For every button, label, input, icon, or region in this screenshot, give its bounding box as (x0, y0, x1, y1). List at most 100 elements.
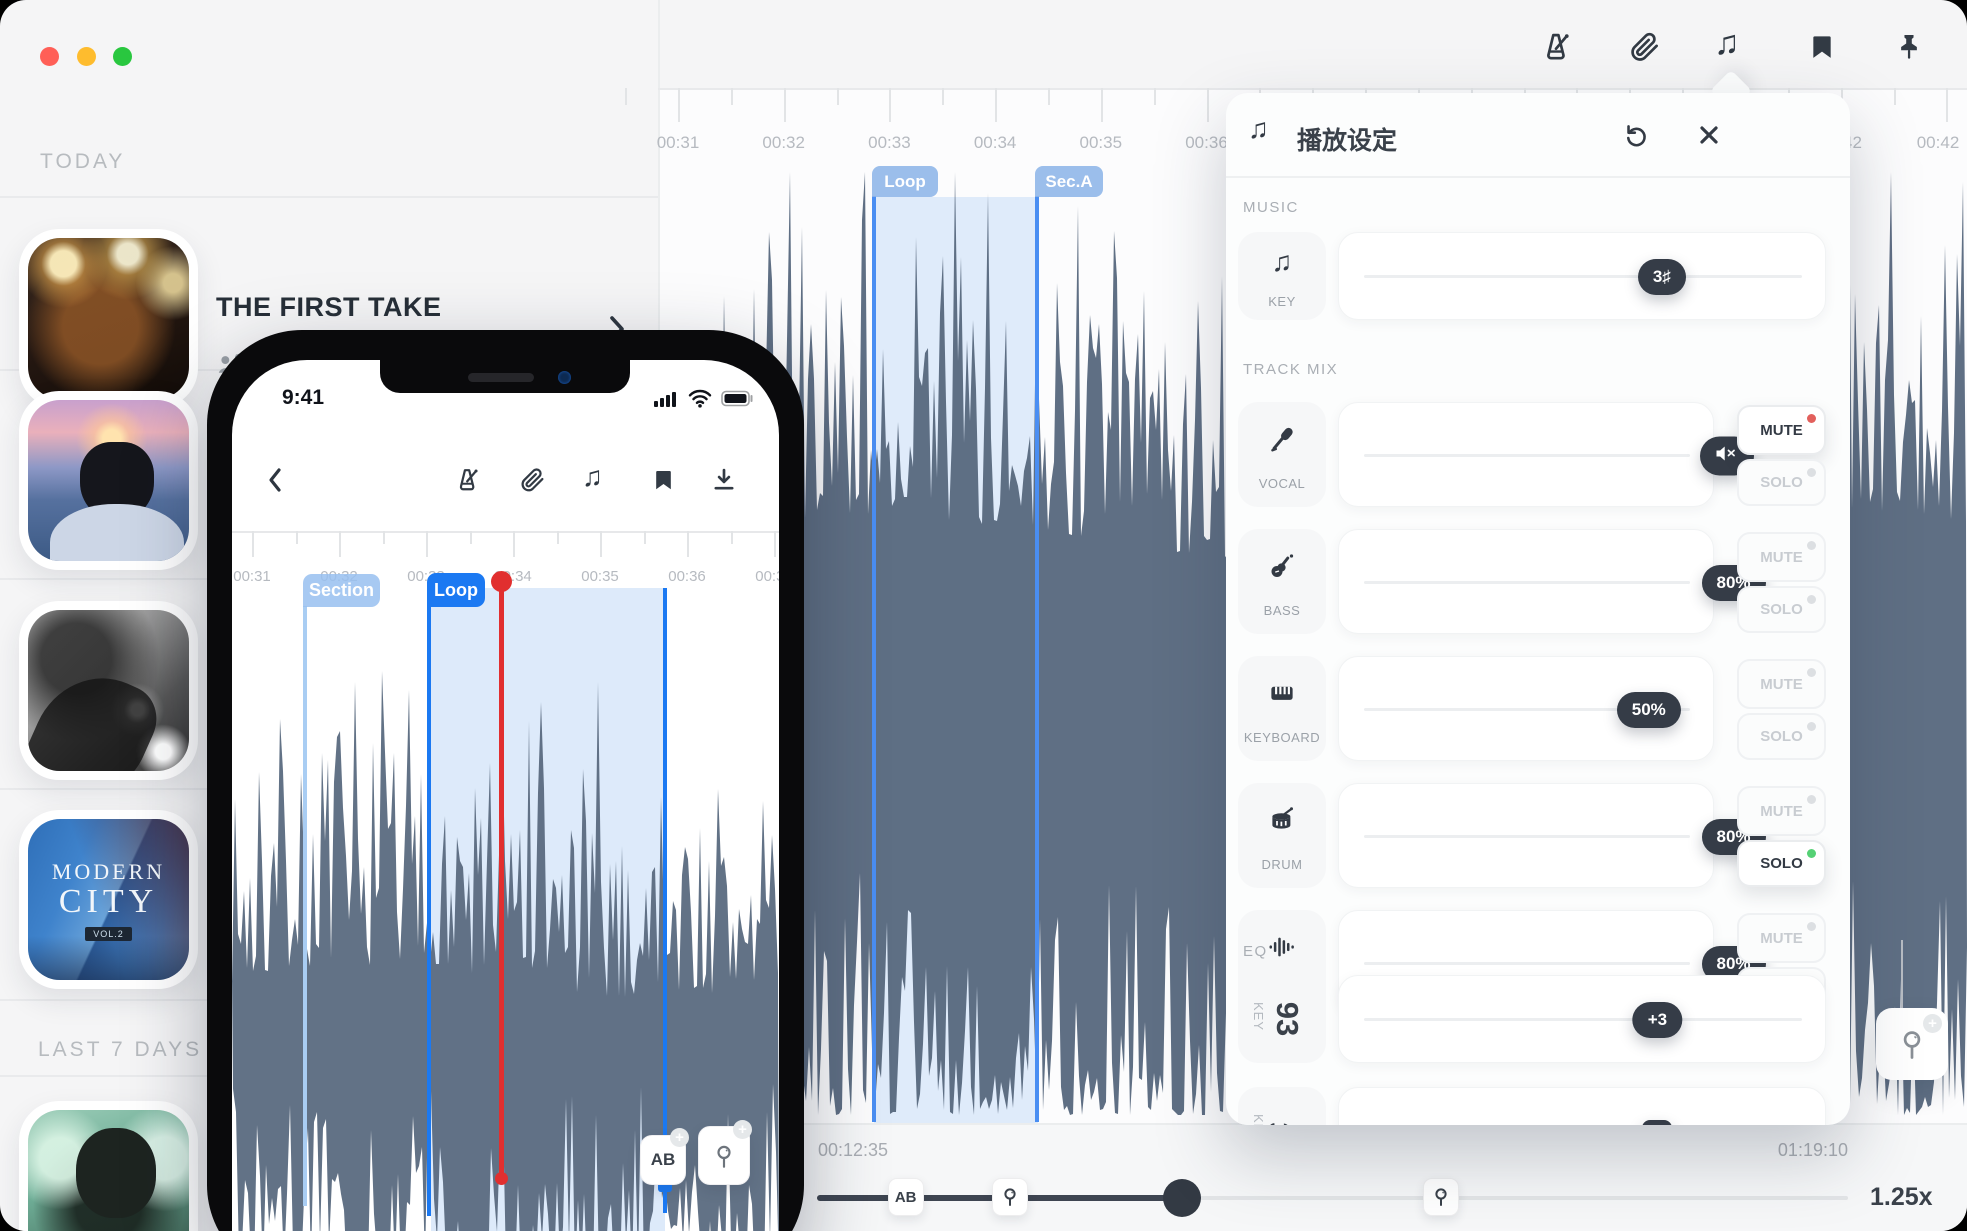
paperclip-icon[interactable] (1627, 30, 1661, 64)
pin-marker-chip-1[interactable] (991, 1178, 1028, 1216)
loop-chip[interactable]: Loop (872, 166, 938, 197)
phone-waveform[interactable] (232, 598, 779, 1231)
others-icon (1267, 932, 1297, 962)
wifi-icon (687, 389, 713, 408)
list-item-thumbnail[interactable] (19, 1101, 198, 1231)
eq-slider-pill[interactable] (1642, 1120, 1673, 1125)
transport-bar (658, 1123, 1967, 1231)
bass-mute-button[interactable]: MUTE (1737, 532, 1826, 582)
album-art-concert (28, 238, 189, 399)
plus-badge-icon: + (670, 1128, 689, 1147)
pushpin-icon[interactable] (1893, 30, 1925, 64)
vocal-solo-button[interactable]: SOLO (1737, 459, 1826, 506)
traffic-light-minimize[interactable] (77, 47, 96, 66)
eq-slider-track[interactable] (1364, 1018, 1802, 1021)
section-marker-line[interactable] (303, 606, 307, 1206)
music-note-icon[interactable]: ♫ (582, 461, 603, 492)
ruler-tick-minor (556, 531, 559, 544)
eq-slider-card-partial (1338, 1087, 1826, 1125)
close-icon[interactable] (1696, 122, 1722, 148)
eq-tile-value: 93 (1270, 1001, 1306, 1037)
pin-marker-chip-2[interactable] (1422, 1178, 1459, 1216)
metronome-icon[interactable] (454, 466, 482, 494)
album-art-sunset (28, 400, 189, 561)
bookmark-icon[interactable] (1806, 30, 1838, 64)
mute-label: MUTE (1760, 929, 1803, 947)
keyboard-slider-pill[interactable]: 50% (1616, 692, 1681, 728)
pin-button[interactable]: + (698, 1120, 752, 1185)
plus-badge-icon: + (733, 1120, 752, 1139)
eq-tile: KEY 93 (1238, 975, 1326, 1063)
ruler-label: 00:31 (656, 133, 700, 152)
section-a-marker-line[interactable] (1035, 196, 1039, 1122)
loop-start-line[interactable] (427, 606, 431, 1216)
ruler-tick-major (426, 531, 428, 557)
phone-screen: 9:41 ♫ (232, 360, 779, 1231)
music-note-icon[interactable]: ♫ (1714, 24, 1740, 62)
traffic-light-zoom[interactable] (113, 47, 132, 66)
track-title[interactable]: THE FIRST TAKE (216, 292, 442, 322)
ab-loop-button[interactable]: AB + (640, 1128, 689, 1185)
bass-slider-track[interactable] (1364, 581, 1690, 584)
drum-mute-button[interactable]: MUTE (1737, 786, 1826, 836)
ruler-tick-major (1206, 88, 1209, 122)
ruler-tick-minor (625, 88, 628, 105)
bookmark-icon[interactable] (650, 466, 677, 494)
ruler-end-label: 00:42 (1916, 133, 1960, 152)
vocal-slider-track[interactable] (1364, 454, 1690, 457)
download-icon[interactable] (710, 466, 738, 494)
list-item-thumbnail[interactable]: MODERN CITY VOL.2 (19, 810, 198, 989)
bass-icon (1267, 551, 1297, 581)
keyboard-slider-card: 50% (1338, 656, 1714, 761)
ruler-tick-major (1100, 88, 1103, 122)
keyboard-slider-track[interactable] (1364, 708, 1690, 711)
others-slider-track[interactable] (1364, 962, 1690, 965)
ruler-label: 00:31 (233, 568, 271, 585)
list-item-thumbnail[interactable] (19, 601, 198, 780)
total-time: 01:19:10 (1777, 1140, 1848, 1160)
paperclip-icon[interactable] (518, 466, 546, 494)
keyboard-solo-button[interactable]: SOLO (1737, 713, 1826, 760)
loop-chip[interactable]: Loop (427, 573, 485, 607)
add-pin-button[interactable]: + (1876, 1008, 1948, 1080)
ab-loop-marker-chip[interactable]: AB (887, 1178, 924, 1216)
seek-thumb[interactable] (1162, 1179, 1201, 1217)
metronome-icon[interactable] (1540, 30, 1574, 64)
vocal-mute-button[interactable]: MUTE (1737, 405, 1826, 455)
divider (0, 196, 658, 198)
seek-track[interactable] (817, 1196, 1848, 1200)
eq-slider-pill[interactable]: +3 (1632, 1002, 1683, 1038)
signal-icon (653, 390, 679, 408)
bass-solo-button[interactable]: SOLO (1737, 586, 1826, 633)
playback-settings-panel: ♫ 播放设定 MUSIC ♫ KEY 3♯ TRACK MIX VOCAL (1226, 93, 1850, 1125)
traffic-light-close[interactable] (40, 47, 59, 66)
ruler-tick-minor (469, 531, 472, 544)
silhouette-person (76, 1128, 156, 1218)
key-slider-track[interactable] (1364, 275, 1802, 278)
list-item-thumbnail[interactable] (19, 391, 198, 570)
section-label-track-mix: TRACK MIX (1243, 361, 1339, 378)
silhouette-shirt (50, 504, 184, 561)
playback-speed[interactable]: 1.25x (1870, 1183, 1933, 1211)
playhead-handle[interactable] (491, 571, 512, 592)
loop-marker-line[interactable] (872, 196, 876, 1122)
drum-solo-button[interactable]: SOLO (1737, 840, 1826, 887)
art-title-line1: MODERN (51, 858, 166, 884)
keyboard-icon (1267, 678, 1297, 708)
loop-end-line[interactable] (663, 588, 667, 1213)
mute-label: MUTE (1760, 421, 1803, 439)
others-mute-button[interactable]: MUTE (1737, 913, 1826, 963)
section-chip[interactable]: Section (303, 574, 380, 607)
back-button[interactable] (264, 466, 286, 494)
undo-icon[interactable] (1622, 121, 1650, 149)
keyboard-tile: KEYBOARD (1238, 656, 1326, 761)
playhead-line[interactable] (499, 581, 504, 1178)
keyboard-mute-button[interactable]: MUTE (1737, 659, 1826, 709)
section-a-chip[interactable]: Sec.A (1035, 166, 1103, 197)
list-item-thumbnail[interactable] (19, 229, 198, 408)
mute-status-dot (1807, 922, 1816, 931)
key-slider-pill[interactable]: 3♯ (1637, 259, 1686, 295)
drum-slider-track[interactable] (1364, 835, 1690, 838)
